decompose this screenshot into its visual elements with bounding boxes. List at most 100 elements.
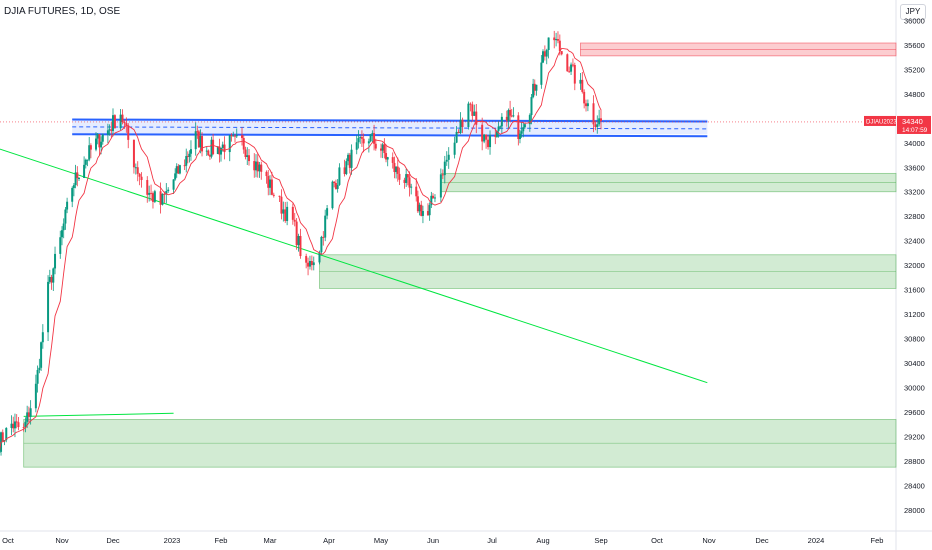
channel-mid-line <box>72 126 708 130</box>
y-tick-label: 32800 <box>904 212 925 221</box>
candle-body <box>278 195 281 197</box>
candle-body <box>598 118 601 125</box>
candle-body <box>59 237 62 254</box>
candle-body <box>333 181 336 184</box>
candle-body <box>592 103 595 125</box>
candle-body <box>393 162 396 173</box>
candle-body <box>326 208 329 216</box>
candle-body <box>585 103 588 107</box>
candle-body <box>189 149 192 154</box>
candle-body <box>459 119 462 134</box>
candle-body <box>408 177 411 188</box>
candle-body <box>543 51 546 57</box>
candle-body <box>282 209 285 214</box>
candle-body <box>497 126 500 131</box>
channel-top-line <box>72 118 708 123</box>
candle-body <box>71 187 74 202</box>
candle-body <box>291 206 294 220</box>
candle-body <box>420 204 423 216</box>
candle-body <box>12 423 15 429</box>
y-tick-label: 29200 <box>904 433 925 442</box>
candle-body <box>216 146 219 155</box>
candle-body <box>123 122 126 124</box>
symbol-tag <box>864 115 896 126</box>
candle-body <box>230 135 233 137</box>
candle-body <box>581 79 584 92</box>
candle-body <box>579 79 582 84</box>
candle-body <box>15 421 18 423</box>
candle-body <box>178 165 181 174</box>
candle-body <box>367 141 370 144</box>
candle-body <box>110 129 113 131</box>
candle-body <box>336 184 339 189</box>
candle-body <box>138 173 141 177</box>
symbol-tag-text: DJIAU2023 <box>866 119 897 125</box>
candle-body <box>556 39 559 41</box>
candle-body <box>88 145 91 160</box>
candle-body <box>533 83 536 91</box>
candle-body <box>280 196 283 214</box>
candle-body <box>583 91 586 104</box>
candle-body <box>48 277 51 282</box>
candle-body <box>24 421 27 428</box>
candle-body <box>362 138 365 144</box>
candle-body <box>17 422 20 428</box>
candle-body <box>398 173 401 180</box>
candle-body <box>310 261 313 266</box>
candle-body <box>428 205 431 216</box>
candle-body <box>5 427 8 441</box>
candle-body <box>159 191 162 205</box>
candle-body <box>74 172 77 186</box>
candle-body <box>248 155 250 162</box>
candle-body <box>395 166 398 173</box>
x-tick-label: Dec <box>106 536 120 545</box>
candle-body <box>600 118 602 121</box>
candle-body <box>467 103 470 127</box>
candle-body <box>383 144 386 154</box>
candle-body <box>347 154 350 162</box>
candle-body <box>177 166 180 174</box>
candle-body <box>194 131 197 150</box>
candle-body <box>54 253 57 269</box>
candle-body <box>52 268 55 283</box>
candle-body <box>518 133 521 140</box>
candle-body <box>223 144 226 153</box>
candle-body <box>433 197 436 199</box>
candle-body <box>469 103 472 105</box>
candle-body <box>95 138 97 150</box>
candle-body <box>418 204 421 212</box>
candle-body <box>101 134 104 142</box>
candle-body <box>542 51 544 63</box>
candle-body <box>566 54 569 72</box>
candle-body <box>174 173 177 180</box>
candle-body <box>558 40 561 52</box>
y-tick-label: 34800 <box>904 90 925 99</box>
candle-body <box>89 145 92 150</box>
candle-body <box>509 109 512 116</box>
y-tick-label: 33200 <box>904 188 925 197</box>
moving-average-line <box>0 47 602 451</box>
candle-body <box>441 174 444 176</box>
candle-body <box>571 64 574 66</box>
candle-body <box>61 230 63 238</box>
y-tick-label: 30800 <box>904 335 925 344</box>
candle-body <box>150 192 153 194</box>
candle-body <box>369 134 372 142</box>
candle-body <box>338 167 341 185</box>
candle-body <box>183 165 186 167</box>
candle-body <box>153 191 156 202</box>
currency-button[interactable]: JPY <box>900 4 926 20</box>
candle-body <box>108 129 111 131</box>
candle-body <box>234 135 236 137</box>
candle-body <box>210 139 213 157</box>
candle-body <box>447 154 450 160</box>
candle-body <box>83 164 86 179</box>
y-tick-label: 36000 <box>904 16 925 25</box>
candle-body <box>560 51 563 55</box>
candle-body <box>293 219 296 222</box>
y-tick-label: 29600 <box>904 408 925 417</box>
y-tick-label: 32400 <box>904 237 925 246</box>
x-tick-label: Oct <box>651 536 664 545</box>
candle-body <box>312 262 315 266</box>
